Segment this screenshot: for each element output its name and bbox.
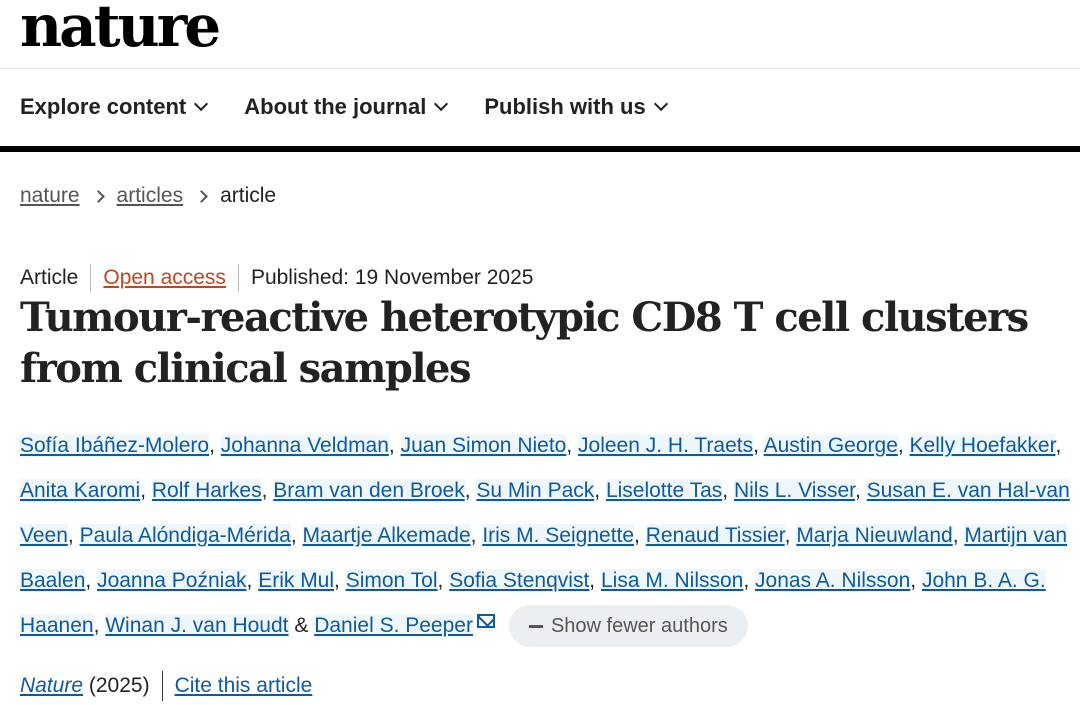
nav-label: Explore content bbox=[20, 94, 187, 119]
author-link[interactable]: Anita Karomi bbox=[20, 479, 141, 502]
nature-logo[interactable]: nature bbox=[20, 0, 221, 60]
breadcrumb: nature articles article bbox=[20, 184, 276, 208]
article-type: Article bbox=[20, 266, 79, 289]
header-bar bbox=[0, 146, 1080, 152]
chevron-down-icon bbox=[434, 96, 449, 112]
divider bbox=[161, 671, 163, 701]
chevron-right-icon bbox=[91, 189, 105, 203]
author-link[interactable]: Jonas A. Nilsson bbox=[755, 569, 911, 592]
journal-link[interactable]: Nature bbox=[20, 674, 84, 697]
authors-conjunction: & bbox=[294, 614, 309, 637]
author-list: Sofía Ibáñez-Molero, Johanna Veldman, Ju… bbox=[20, 423, 1072, 648]
email-icon[interactable] bbox=[476, 614, 495, 628]
author-link[interactable]: Liselotte Tas bbox=[605, 479, 723, 502]
published-date: Published: 19 November 2025 bbox=[250, 266, 534, 289]
citation: Nature (2025) Cite this article bbox=[20, 671, 312, 701]
author-link[interactable]: Erik Mul bbox=[258, 569, 335, 592]
author-link[interactable]: Maartje Alkemade bbox=[302, 524, 471, 547]
show-fewer-label: Show fewer authors bbox=[550, 615, 728, 638]
nav-label: Publish with us bbox=[484, 94, 646, 119]
author-link[interactable]: Rolf Harkes bbox=[151, 479, 262, 502]
author-link[interactable]: Joanna Poźniak bbox=[97, 569, 247, 592]
author-link[interactable]: Winan J. van Houdt bbox=[105, 614, 289, 637]
nav-explore-content[interactable]: Explore content bbox=[20, 94, 209, 120]
breadcrumb-articles[interactable]: articles bbox=[116, 184, 184, 207]
author-link[interactable]: Paula Alóndiga-Mérida bbox=[79, 524, 291, 547]
author-link[interactable]: Kelly Hoefakker bbox=[909, 434, 1056, 457]
author-link[interactable]: Su Min Pack bbox=[476, 479, 595, 502]
minus-icon bbox=[528, 624, 543, 628]
nav-label: About the journal bbox=[244, 94, 427, 119]
author-link[interactable]: Austin George bbox=[763, 434, 898, 457]
author-link[interactable]: Juan Simon Nieto bbox=[400, 434, 567, 457]
author-link[interactable]: Bram van den Broek bbox=[273, 479, 465, 502]
divider bbox=[90, 264, 92, 292]
author-link[interactable]: Daniel S. Peeper bbox=[314, 614, 473, 637]
nav-publish[interactable]: Publish with us bbox=[484, 94, 668, 120]
author-link[interactable]: Sofía Ibáñez-Molero bbox=[20, 434, 210, 457]
author-link[interactable]: Iris M. Seignette bbox=[482, 524, 635, 547]
open-access-link[interactable]: Open access bbox=[103, 266, 226, 289]
cite-this-article-link[interactable]: Cite this article bbox=[174, 674, 313, 697]
author-link[interactable]: Johanna Veldman bbox=[220, 434, 389, 457]
show-fewer-authors-button[interactable]: Show fewer authors bbox=[508, 605, 748, 648]
nav-about-journal[interactable]: About the journal bbox=[244, 94, 449, 120]
main-nav: Explore content About the journal Publis… bbox=[20, 94, 668, 120]
author-link[interactable]: Simon Tol bbox=[345, 569, 438, 592]
author-link[interactable]: Lisa M. Nilsson bbox=[600, 569, 744, 592]
author-link[interactable]: Renaud Tissier bbox=[645, 524, 785, 547]
divider bbox=[237, 264, 239, 292]
author-link[interactable]: Sofia Stenqvist bbox=[449, 569, 590, 592]
article-title: Tumour-reactive heterotypic CD8 T cell c… bbox=[20, 294, 1029, 392]
author-link[interactable]: Joleen J. H. Traets bbox=[578, 434, 754, 457]
chevron-down-icon bbox=[653, 96, 668, 112]
author-link[interactable]: Nils L. Visser bbox=[733, 479, 855, 502]
author-link[interactable]: Marja Nieuwland bbox=[796, 524, 953, 547]
article-meta: Article Open access Published: 19 Novemb… bbox=[20, 264, 533, 292]
chevron-down-icon bbox=[194, 96, 209, 112]
breadcrumb-current: article bbox=[220, 184, 277, 207]
citation-year: (2025) bbox=[88, 674, 150, 697]
chevron-right-icon bbox=[195, 189, 208, 203]
breadcrumb-nature[interactable]: nature bbox=[20, 184, 80, 207]
divider bbox=[0, 68, 1080, 69]
